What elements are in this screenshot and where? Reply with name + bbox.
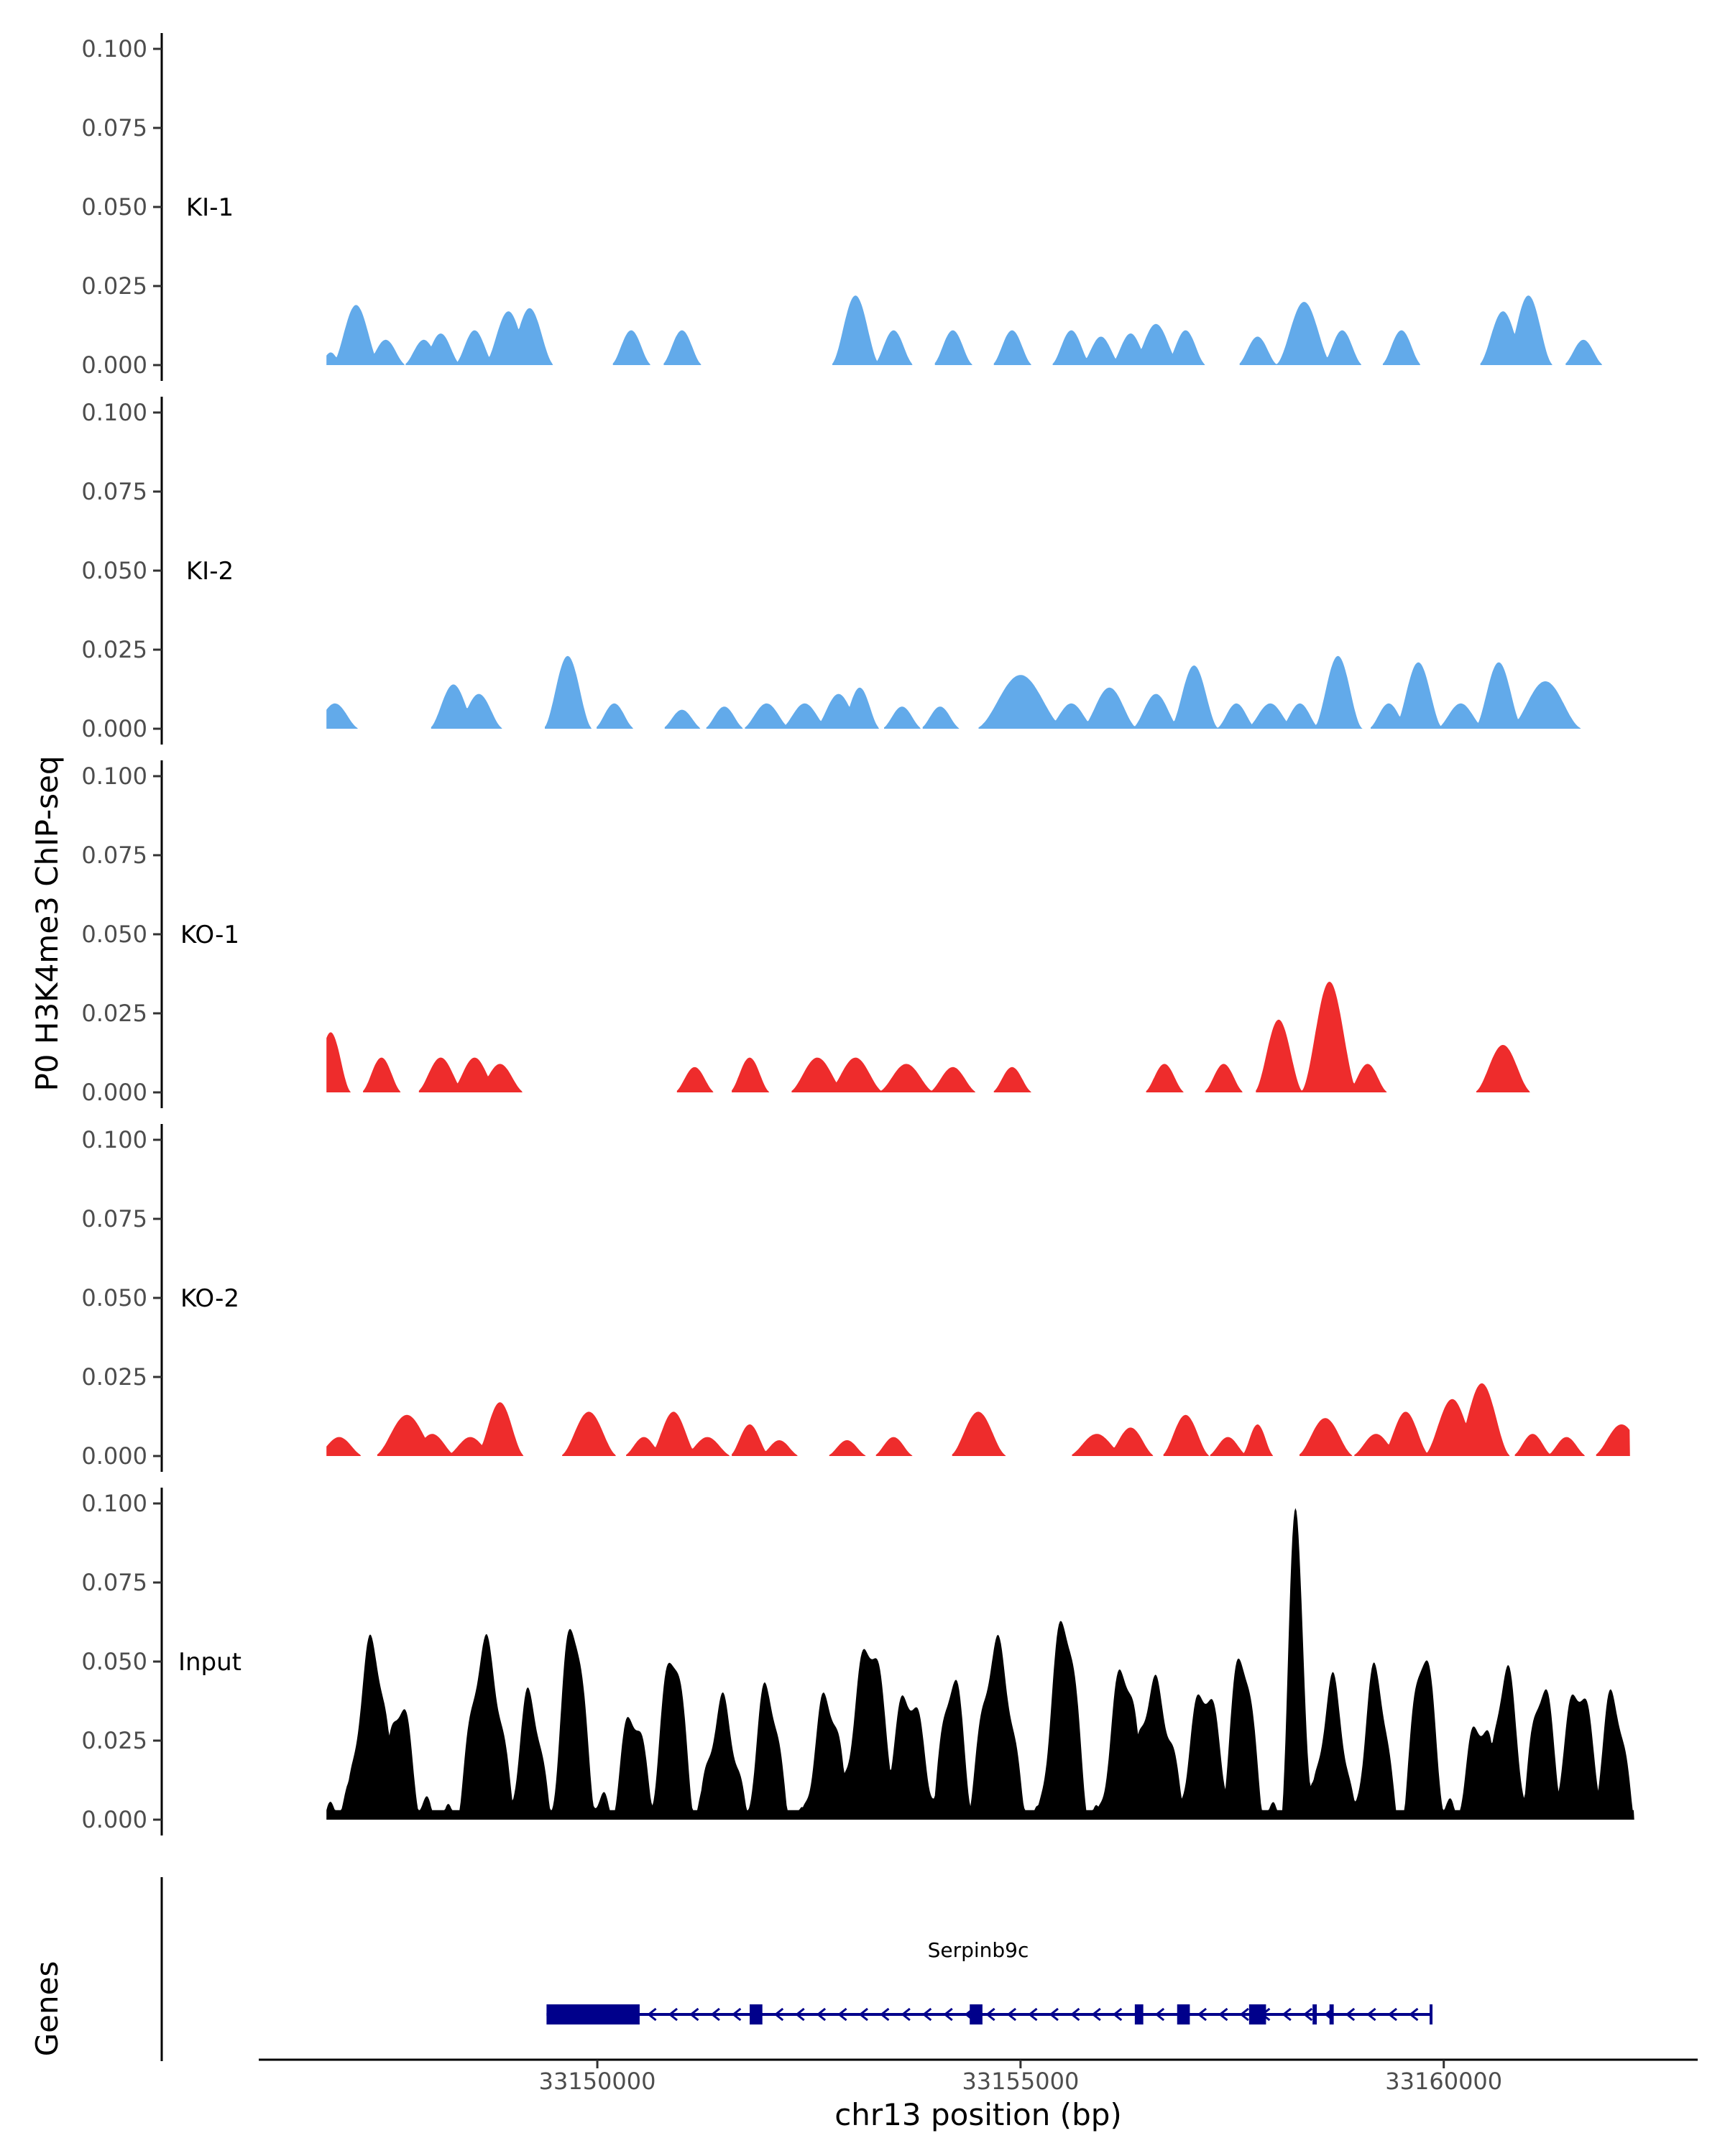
strand-arrow [880,2007,890,2022]
track-label-ki-1: KI-1 [186,193,234,222]
genes-panel-title: Genes [29,1961,65,2057]
y-tick-label-ko-2: 0.025 [81,1363,147,1391]
strand-arrow [773,2007,784,2022]
gene-label: Serpinb9c [928,1938,1029,1962]
x-axis-title: chr13 position (bp) [834,2097,1122,2132]
gene-exon [970,2004,983,2024]
gene-exon [1329,2004,1334,2024]
strand-arrow [837,2007,847,2022]
strand-arrow [731,2007,742,2022]
y-tick-label-input: 0.100 [81,1490,147,1517]
signal-area-input [326,1508,1634,1820]
strand-arrow [1366,2007,1376,2022]
y-tick-label-ko-1: 0.025 [81,1000,147,1027]
gene-exon [1312,2004,1317,2024]
y-tick-label-ko-2: 0.000 [81,1442,147,1470]
y-tick-label-ko-1: 0.100 [81,763,147,790]
y-axis-title: P0 H3K4me3 ChIP-seq [29,755,65,1091]
strand-arrow [1154,2007,1165,2022]
y-tick-label-ki-1: 0.000 [81,351,147,379]
track-label-ko-1: KO-1 [180,921,239,949]
strand-arrow [1197,2007,1208,2022]
y-tick-label-input: 0.075 [81,1569,147,1596]
strand-arrow [1070,2007,1080,2022]
gene-exon [1177,2004,1190,2024]
y-tick-label-ko-1: 0.050 [81,921,147,948]
y-tick-label-ko-2: 0.050 [81,1284,147,1312]
y-tick-label-ki-2: 0.075 [81,478,147,505]
gene-exon [546,2004,640,2024]
y-tick-label-ki-2: 0.025 [81,636,147,663]
signal-area-ki-2 [326,655,1581,729]
strand-arrow [1409,2007,1419,2022]
strand-arrow [921,2007,932,2022]
y-tick-label-input: 0.000 [81,1806,147,1833]
y-tick-label-ko-2: 0.075 [81,1205,147,1233]
strand-arrow [647,2007,657,2022]
strand-arrow [1239,2007,1249,2022]
strand-arrow [1282,2007,1292,2022]
x-tick-label: 33160000 [1385,2068,1502,2095]
signal-area-ko-1 [326,982,1530,1092]
strand-arrow [1049,2007,1059,2022]
track-label-ko-2: KO-2 [180,1284,239,1313]
strand-arrow [1218,2007,1228,2022]
signal-area-ki-1 [326,295,1603,365]
strand-arrow [689,2007,699,2022]
y-tick-label-ki-2: 0.100 [81,399,147,426]
track-panels: 0.000 0.025 0.050 0.075 0.100 KI-1 0.000 0.025 0… [81,33,1634,1835]
gene-exon [1134,2004,1144,2024]
y-tick-label-ki-1: 0.050 [81,193,147,221]
strand-arrow [1387,2007,1397,2022]
track-label-ki-2: KI-2 [186,557,234,586]
y-tick-label-input: 0.025 [81,1727,147,1754]
strand-arrow [1345,2007,1356,2022]
strand-arrow [943,2007,953,2022]
y-axis-title-group: P0 H3K4me3 ChIP-seq [29,755,65,1091]
gene-exon [1248,2004,1266,2024]
y-tick-label-ko-1: 0.075 [81,842,147,869]
gene-panel: Genes Serpinb9c [29,1877,1433,2061]
gene-exon [750,2004,763,2024]
strand-arrow [901,2007,911,2022]
strand-arrow [710,2007,720,2022]
strand-arrow [1028,2007,1038,2022]
signal-area-ko-2 [326,1383,1630,1456]
strand-arrow [816,2007,827,2022]
strand-arrow [668,2007,678,2022]
x-tick-label: 33150000 [539,2068,656,2095]
y-tick-label-input: 0.050 [81,1648,147,1675]
y-tick-label-ki-2: 0.000 [81,715,147,742]
y-tick-label-ki-1: 0.100 [81,35,147,63]
strand-arrow [858,2007,868,2022]
x-tick-label: 33155000 [962,2068,1079,2095]
strand-arrow [1091,2007,1101,2022]
strand-arrow [985,2007,995,2022]
y-tick-label-ki-1: 0.025 [81,272,147,300]
strand-arrow [795,2007,805,2022]
y-tick-label-ki-2: 0.050 [81,557,147,584]
strand-arrow [1006,2007,1017,2022]
strand-arrow [1302,2007,1313,2022]
x-axis: chr13 position (bp) 33150000 33155000 3316… [259,2058,1698,2132]
strand-arrow [1112,2007,1123,2022]
y-tick-label-ki-1: 0.075 [81,114,147,142]
track-label-input: Input [178,1648,242,1677]
y-tick-label-ko-2: 0.100 [81,1126,147,1153]
y-tick-label-ko-1: 0.000 [81,1079,147,1106]
